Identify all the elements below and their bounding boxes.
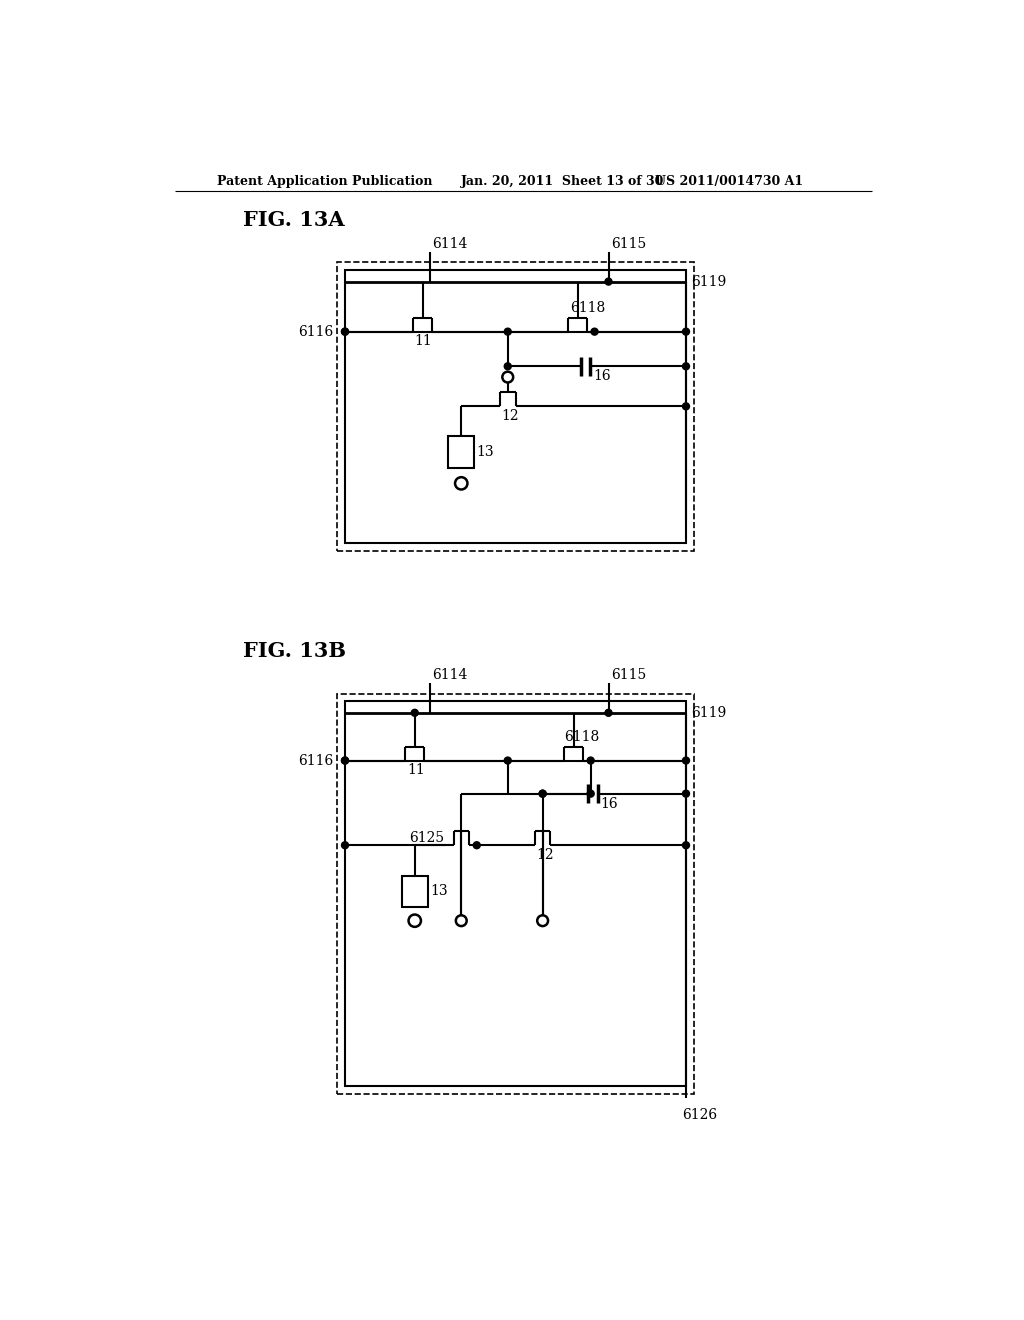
Circle shape — [342, 842, 348, 849]
Circle shape — [683, 329, 689, 335]
Circle shape — [605, 279, 612, 285]
Circle shape — [342, 329, 348, 335]
Circle shape — [683, 758, 689, 764]
Text: 6115: 6115 — [611, 668, 646, 682]
Text: 6119: 6119 — [690, 275, 726, 289]
Circle shape — [412, 709, 418, 717]
Text: 6118: 6118 — [564, 730, 600, 744]
Text: FIG. 13A: FIG. 13A — [243, 210, 344, 230]
Circle shape — [504, 329, 511, 335]
Circle shape — [342, 758, 348, 764]
Circle shape — [683, 363, 689, 370]
Circle shape — [473, 842, 480, 849]
Text: 6116: 6116 — [299, 754, 334, 767]
Text: 13: 13 — [430, 884, 447, 899]
Circle shape — [587, 758, 594, 764]
Circle shape — [504, 363, 511, 370]
Text: 16: 16 — [593, 370, 610, 383]
Text: 11: 11 — [407, 763, 425, 777]
Circle shape — [540, 791, 546, 797]
Text: 6114: 6114 — [432, 668, 468, 682]
Bar — [337, 693, 693, 1094]
Bar — [345, 271, 686, 544]
Circle shape — [504, 758, 511, 764]
Text: Jan. 20, 2011  Sheet 13 of 30: Jan. 20, 2011 Sheet 13 of 30 — [461, 176, 665, 187]
Text: US 2011/0014730 A1: US 2011/0014730 A1 — [655, 176, 803, 187]
Text: 16: 16 — [601, 797, 618, 810]
Text: 6119: 6119 — [690, 706, 726, 719]
Text: 6118: 6118 — [569, 301, 605, 315]
Text: 12: 12 — [537, 847, 554, 862]
Circle shape — [591, 329, 598, 335]
Circle shape — [342, 329, 348, 335]
Text: 11: 11 — [415, 334, 432, 348]
Text: FIG. 13B: FIG. 13B — [243, 642, 346, 661]
Circle shape — [456, 915, 467, 927]
Circle shape — [409, 915, 421, 927]
Bar — [401, 876, 428, 907]
Circle shape — [342, 758, 348, 764]
Text: 6125: 6125 — [409, 832, 444, 845]
Circle shape — [683, 791, 689, 797]
Text: 12: 12 — [502, 409, 519, 422]
Circle shape — [587, 791, 594, 797]
Circle shape — [605, 709, 612, 717]
Circle shape — [683, 403, 689, 409]
Text: 13: 13 — [477, 445, 495, 459]
Circle shape — [683, 842, 689, 849]
Bar — [449, 436, 474, 469]
Text: 6116: 6116 — [299, 325, 334, 339]
Text: 6114: 6114 — [432, 236, 468, 251]
Bar — [337, 263, 693, 552]
Circle shape — [540, 791, 546, 797]
Bar — [345, 701, 686, 1086]
Circle shape — [455, 478, 467, 490]
Text: Patent Application Publication: Patent Application Publication — [217, 176, 432, 187]
Circle shape — [503, 372, 513, 383]
Text: 6115: 6115 — [611, 236, 646, 251]
Text: 6126: 6126 — [682, 1107, 717, 1122]
Circle shape — [538, 915, 548, 927]
